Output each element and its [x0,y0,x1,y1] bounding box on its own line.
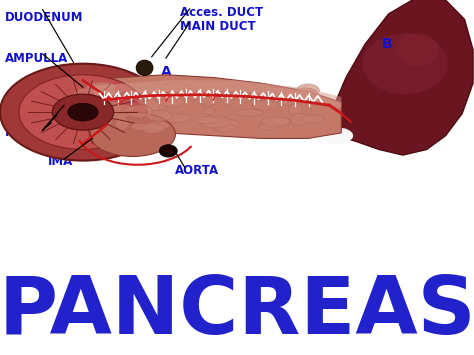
Ellipse shape [164,114,191,122]
Text: MAIN DUCT: MAIN DUCT [180,20,256,33]
Ellipse shape [82,101,107,107]
Ellipse shape [199,92,218,106]
Text: PLICAE: PLICAE [5,126,51,140]
Ellipse shape [83,114,112,121]
Polygon shape [318,0,473,155]
Text: C: C [126,134,136,148]
Ellipse shape [237,91,253,102]
Text: Acces. DUCT: Acces. DUCT [180,6,263,19]
Ellipse shape [259,124,277,130]
Ellipse shape [186,91,201,100]
Ellipse shape [126,105,153,118]
Ellipse shape [294,88,318,101]
Ellipse shape [275,117,290,124]
Ellipse shape [396,33,438,66]
Ellipse shape [99,111,128,119]
Ellipse shape [147,103,167,111]
Text: DUODENUM: DUODENUM [5,11,83,24]
Ellipse shape [84,97,102,107]
Ellipse shape [146,110,172,121]
Ellipse shape [145,121,170,130]
Ellipse shape [195,116,219,124]
Ellipse shape [203,108,215,114]
Polygon shape [71,75,341,138]
Ellipse shape [104,105,135,112]
Ellipse shape [145,100,159,112]
Circle shape [68,103,98,121]
Ellipse shape [289,104,302,115]
Ellipse shape [200,116,230,128]
Ellipse shape [161,97,184,107]
Ellipse shape [159,145,177,157]
Ellipse shape [222,92,234,105]
Ellipse shape [141,124,164,133]
Ellipse shape [296,84,319,97]
Ellipse shape [291,113,310,125]
Ellipse shape [161,83,187,93]
Ellipse shape [281,99,299,105]
Ellipse shape [222,120,239,128]
Ellipse shape [261,117,290,127]
Ellipse shape [268,87,286,94]
Circle shape [19,75,147,149]
Ellipse shape [138,96,155,106]
Ellipse shape [252,100,279,110]
Text: A: A [161,65,172,79]
Ellipse shape [74,88,99,100]
Text: AMPULLA: AMPULLA [5,51,68,65]
Ellipse shape [234,110,264,116]
Text: B: B [382,37,392,51]
Ellipse shape [100,118,113,126]
Text: AORTA: AORTA [175,164,219,177]
Ellipse shape [137,60,153,76]
Text: IMA: IMA [47,155,73,169]
Ellipse shape [131,123,148,130]
Circle shape [0,64,166,160]
Polygon shape [95,80,341,108]
Ellipse shape [86,82,116,94]
Ellipse shape [214,125,237,132]
Ellipse shape [77,104,97,111]
Ellipse shape [98,89,116,97]
Wedge shape [0,64,83,160]
Ellipse shape [320,127,353,144]
Ellipse shape [363,33,448,94]
Circle shape [52,94,114,130]
Ellipse shape [116,117,129,130]
Ellipse shape [108,102,120,115]
Ellipse shape [303,115,324,123]
Text: PANCREAS: PANCREAS [0,273,474,351]
Ellipse shape [90,112,175,157]
Ellipse shape [90,83,116,90]
